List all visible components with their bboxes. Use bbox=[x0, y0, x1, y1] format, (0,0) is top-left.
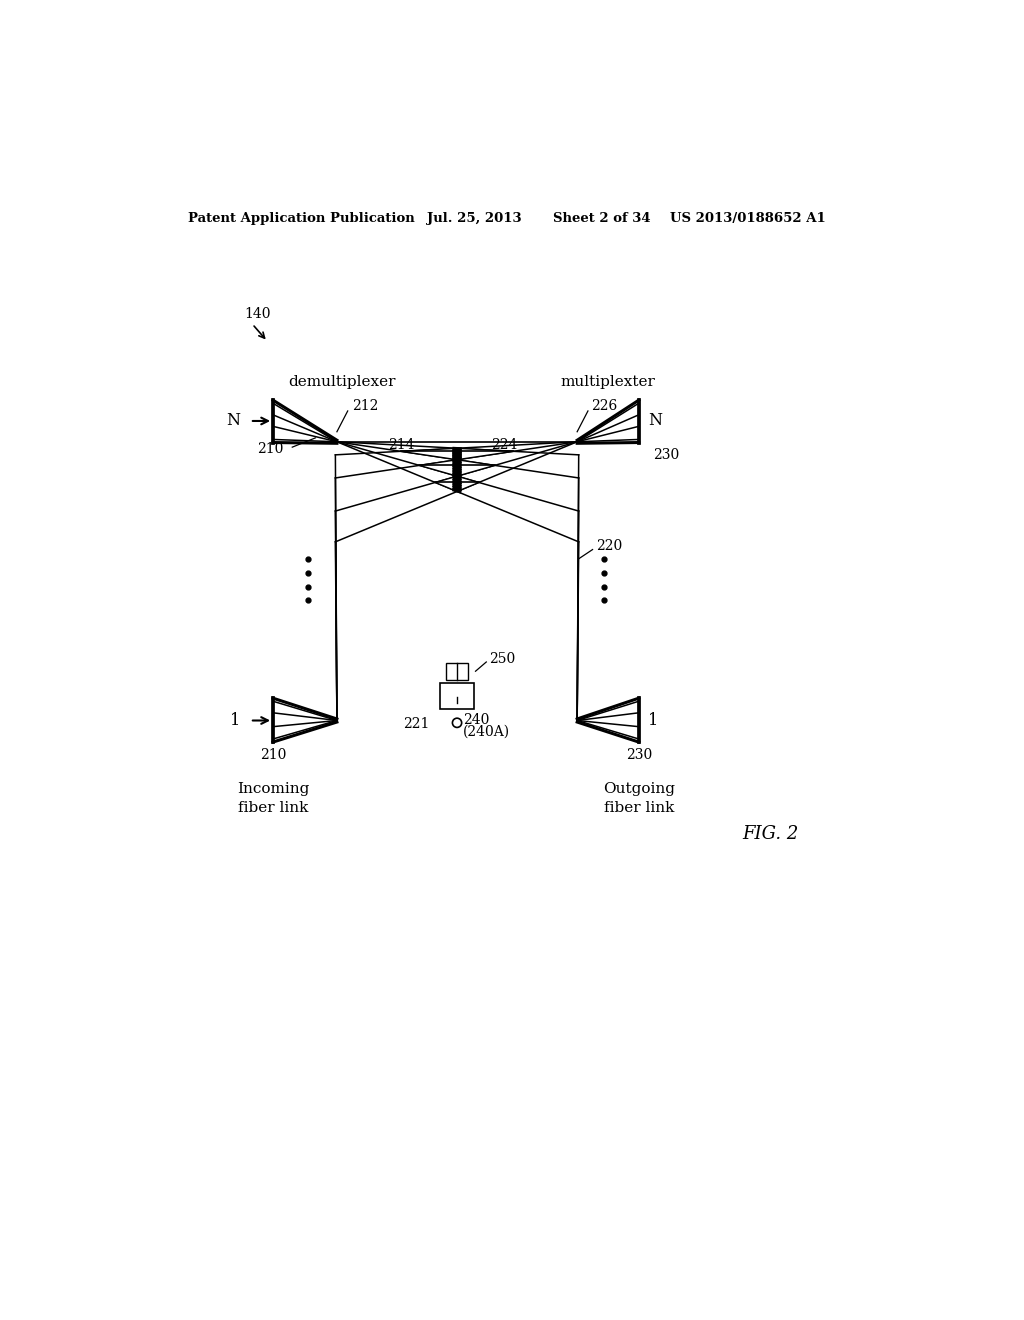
Text: Sheet 2 of 34: Sheet 2 of 34 bbox=[553, 213, 650, 224]
Bar bbox=[446, 663, 468, 680]
Polygon shape bbox=[435, 477, 479, 491]
Text: Patent Application Publication: Patent Application Publication bbox=[188, 213, 415, 224]
Text: 212: 212 bbox=[352, 400, 379, 413]
Text: 226: 226 bbox=[591, 400, 617, 413]
Text: 210: 210 bbox=[257, 442, 283, 457]
Text: demultiplexer: demultiplexer bbox=[289, 375, 396, 388]
Text: Jul. 25, 2013: Jul. 25, 2013 bbox=[427, 213, 521, 224]
Text: 220: 220 bbox=[596, 540, 622, 553]
Text: 140: 140 bbox=[245, 308, 271, 321]
Text: 240: 240 bbox=[463, 714, 489, 727]
Text: 1: 1 bbox=[230, 711, 241, 729]
Polygon shape bbox=[400, 449, 513, 459]
Text: 210: 210 bbox=[260, 748, 286, 762]
Text: 1: 1 bbox=[648, 711, 658, 729]
Text: 221: 221 bbox=[403, 717, 429, 731]
Text: FIG. 2: FIG. 2 bbox=[742, 825, 799, 843]
Text: 250: 250 bbox=[488, 652, 515, 665]
Bar bbox=[440, 682, 474, 709]
Polygon shape bbox=[420, 459, 495, 477]
Text: N: N bbox=[226, 412, 241, 429]
Text: Incoming
fiber link: Incoming fiber link bbox=[237, 781, 309, 814]
Text: multiplexter: multiplexter bbox=[560, 375, 655, 388]
Text: Outgoing
fiber link: Outgoing fiber link bbox=[603, 781, 675, 814]
Text: US 2013/0188652 A1: US 2013/0188652 A1 bbox=[670, 213, 825, 224]
Text: 230: 230 bbox=[652, 447, 679, 462]
Text: 214: 214 bbox=[388, 438, 415, 451]
Text: N: N bbox=[648, 412, 662, 429]
Text: 224: 224 bbox=[490, 438, 517, 451]
Text: (240A): (240A) bbox=[463, 725, 510, 739]
Text: 230: 230 bbox=[626, 748, 652, 762]
